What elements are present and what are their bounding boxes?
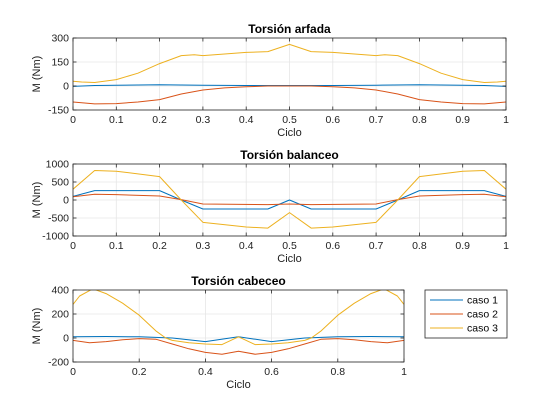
y-tick-label: -150 [48,105,69,117]
x-axis-label: Ciclo [226,379,250,391]
x-tick-label: 1 [503,240,509,252]
subplot-2: 0 0.1 0.2 0.3 0.4 0.5 0.6 0.7 0.8 0.9 1 -1000 -500 0 5… [31,148,509,265]
x-tick-label: 0.8 [412,114,427,126]
x-tick-label: 0.8 [330,366,345,378]
y-tick-label: 300 [51,33,69,45]
x-tick-label: 0 [70,240,76,252]
x-tick-label: 0.6 [325,114,340,126]
x-tick-label: 0.9 [455,114,470,126]
x-tick-label: 0 [70,366,76,378]
x-tick-label: 0.8 [412,240,427,252]
x-tick-label: 0.4 [239,114,254,126]
series-line-caso-2 [73,193,506,206]
y-axis-label: M (Nm) [31,56,43,93]
chart-title: Torsión cabeceo [191,274,285,288]
y-tick-label: -1000 [42,231,69,243]
x-tick-label: 0.5 [282,240,297,252]
y-axis-label: M (Nm) [31,308,43,345]
series-line-caso-1 [73,190,506,210]
chart-title: Torsión arfada [248,22,331,36]
series-line-caso-3 [73,169,506,229]
y-tick-label: -200 [48,357,69,369]
legend-entry: caso 2 [467,309,498,321]
y-tick-label: 150 [51,57,69,69]
legend-entry: caso 3 [467,323,498,335]
y-tick-label: -500 [48,213,69,225]
y-tick-label: 0 [63,195,69,207]
series-line-caso-3 [73,290,404,346]
y-tick-label: 200 [51,309,69,321]
x-tick-label: 1 [401,366,407,378]
x-tick-label: 0.1 [109,240,124,252]
x-tick-label: 0.6 [325,240,340,252]
x-tick-label: 1 [503,114,509,126]
subplot-1: 0 0.1 0.2 0.3 0.4 0.5 0.6 0.7 0.8 0.9 1-1500150300… [31,22,509,139]
y-tick-label: 400 [51,285,69,297]
x-tick-label: 0.2 [152,114,167,126]
y-tick-label: 1000 [46,159,70,171]
x-tick-label: 0.3 [196,240,211,252]
x-tick-label: 0.7 [369,240,384,252]
x-tick-label: 0.2 [132,366,147,378]
x-tick-label: 0.1 [109,114,124,126]
x-tick-label: 0.4 [198,366,213,378]
x-tick-label: 0.3 [196,114,211,126]
x-axis-label: Ciclo [277,127,301,139]
series-line-caso-2 [73,85,506,105]
axes-background [73,290,404,362]
y-axis-label: M (Nm) [31,182,43,219]
x-axis-label: Ciclo [277,253,301,265]
y-tick-label: 0 [63,333,69,345]
x-tick-label: 0.6 [264,366,279,378]
x-tick-label: 0.2 [152,240,167,252]
x-tick-label: 0 [70,114,76,126]
y-tick-label: 0 [63,81,69,93]
legend: caso 1 caso 2 caso 3 [424,289,508,339]
chart-title: Torsión balanceo [240,148,338,162]
x-tick-label: 0.9 [455,240,470,252]
series-line-caso-3 [73,43,506,83]
x-tick-label: 0.5 [282,114,297,126]
x-tick-label: 0.4 [239,240,254,252]
series-line-caso-2 [73,338,404,355]
y-tick-label: 500 [51,177,69,189]
legend-entry: caso 1 [467,295,498,307]
x-tick-label: 0.7 [369,114,384,126]
axes-box [72,289,405,363]
